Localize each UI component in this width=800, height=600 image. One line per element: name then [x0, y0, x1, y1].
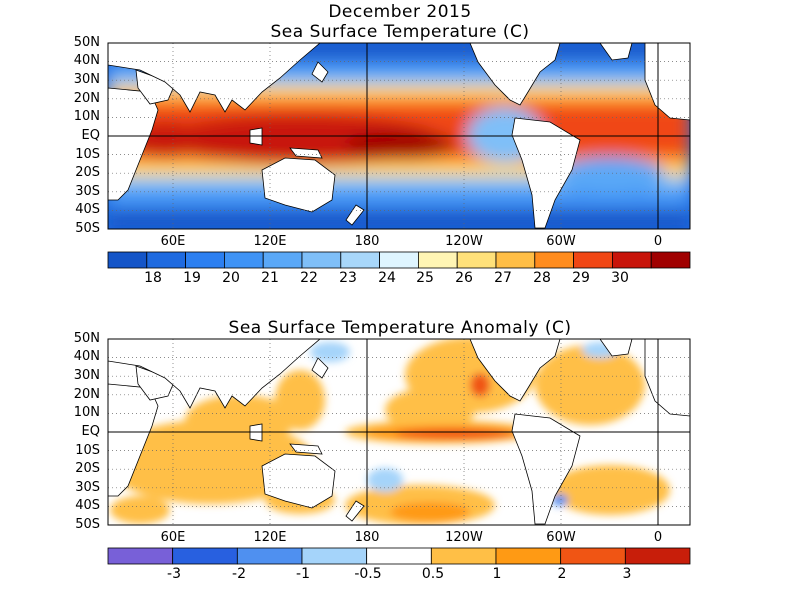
colorbar-label: -0.5	[354, 566, 382, 582]
colorbar-label: 29	[572, 270, 590, 286]
lon-label: 120E	[253, 530, 287, 545]
colorbar-swatch	[612, 251, 652, 269]
greenland-landmass	[599, 43, 633, 61]
colorbar-swatch	[379, 251, 419, 269]
lat-label: 40S	[75, 498, 100, 513]
colorbar-label: 25	[416, 270, 434, 286]
lat-label: 50S	[75, 517, 100, 532]
colorbar-label: -1	[296, 566, 310, 582]
colorbar-swatch	[573, 251, 613, 269]
lat-label: 20N	[73, 387, 100, 402]
colorbar-swatch	[560, 547, 626, 565]
lon-label: 120W	[445, 530, 483, 545]
sst-map-frame	[107, 42, 691, 230]
lon-label: 120W	[445, 234, 483, 249]
japan-landmass	[311, 61, 329, 83]
colorbar-swatch	[650, 251, 691, 269]
colorbar-label: 19	[183, 270, 201, 286]
colorbar-label: 27	[494, 270, 512, 286]
lon-label: 60E	[160, 234, 186, 249]
lat-label: 30S	[75, 184, 100, 199]
colorbar-swatch	[417, 251, 458, 269]
colorbar-swatch	[236, 547, 303, 565]
lat-label: 10N	[73, 109, 100, 124]
eurasia-landmass	[108, 43, 321, 113]
lat-label: EQ	[81, 424, 100, 439]
sst-colorbar	[107, 251, 691, 269]
colorbar-swatch	[262, 251, 303, 269]
lat-label: 10S	[75, 443, 100, 458]
lat-label: 10S	[75, 147, 100, 162]
lon-label: 180	[354, 530, 380, 545]
anomaly-map-frame	[107, 338, 691, 526]
south-america-landmass	[511, 117, 581, 229]
lon-label: 0	[653, 234, 663, 249]
lat-label: 50S	[75, 221, 100, 236]
lon-label: 60E	[160, 530, 186, 545]
lat-label: 30N	[73, 72, 100, 87]
colorbar-swatch	[624, 547, 691, 565]
colorbar-swatch	[495, 547, 562, 565]
colorbar-swatch	[495, 251, 536, 269]
sst-map-title: Sea Surface Temperature (C)	[270, 22, 530, 42]
colorbar-swatch	[301, 251, 342, 269]
colorbar-swatch	[340, 251, 380, 269]
colorbar-label: 20	[222, 270, 240, 286]
colorbar-label: -3	[167, 566, 181, 582]
colorbar-swatch	[146, 251, 187, 269]
colorbar-swatch	[301, 547, 368, 565]
lat-label: 50N	[73, 35, 100, 50]
colorbar-label: 23	[339, 270, 357, 286]
colorbar-label: 26	[455, 270, 473, 286]
lat-label: EQ	[81, 128, 100, 143]
lat-label: 40N	[73, 53, 100, 68]
anomaly-map-title: Sea Surface Temperature Anomaly (C)	[228, 318, 572, 338]
nz-landmass	[345, 204, 365, 226]
newguinea-landmass	[289, 147, 323, 159]
lat-label: 20S	[75, 165, 100, 180]
anomaly-continents	[108, 339, 690, 525]
colorbar-label: 0.5	[421, 566, 445, 582]
lon-label: 120E	[253, 234, 287, 249]
colorbar-swatch	[107, 547, 174, 565]
lon-label: 60W	[546, 234, 576, 249]
lat-label: 20S	[75, 461, 100, 476]
lat-label: 30S	[75, 480, 100, 495]
colorbar-swatch	[456, 251, 497, 269]
sst-continents	[108, 43, 690, 229]
colorbar-swatch	[366, 547, 432, 565]
colorbar-swatch	[430, 547, 497, 565]
lat-label: 50N	[73, 331, 100, 346]
lat-label: 40N	[73, 349, 100, 364]
anomaly-colorbar	[107, 547, 691, 565]
colorbar-label: 30	[611, 270, 629, 286]
colorbar-label: -2	[232, 566, 246, 582]
lon-label: 180	[354, 234, 380, 249]
australia-landmass	[261, 157, 336, 213]
lon-label: 60W	[546, 530, 576, 545]
colorbar-label: 2	[557, 566, 567, 582]
page-title: December 2015	[328, 2, 472, 22]
lon-label: 0	[653, 530, 663, 545]
colorbar-label: 1	[492, 566, 502, 582]
lat-label: 10N	[73, 405, 100, 420]
lat-label: 30N	[73, 368, 100, 383]
colorbar-swatch	[223, 251, 264, 269]
colorbar-label: 3	[622, 566, 632, 582]
colorbar-label: 21	[261, 270, 279, 286]
colorbar-swatch	[172, 547, 238, 565]
colorbar-swatch	[107, 251, 148, 269]
colorbar-label: 28	[533, 270, 551, 286]
colorbar-label: 22	[300, 270, 318, 286]
colorbar-swatch	[534, 251, 574, 269]
colorbar-label: 18	[144, 270, 162, 286]
lat-label: 20N	[73, 91, 100, 106]
colorbar-swatch	[185, 251, 225, 269]
lat-label: 40S	[75, 202, 100, 217]
colorbar-label: 24	[378, 270, 396, 286]
